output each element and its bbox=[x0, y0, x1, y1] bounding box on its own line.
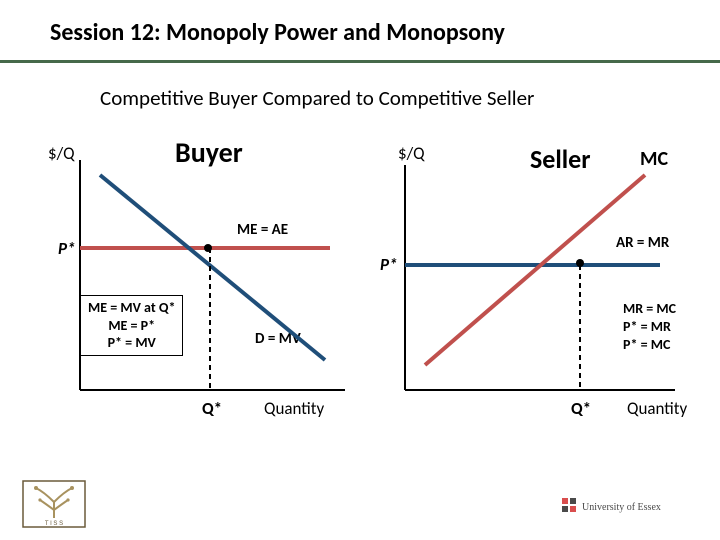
buyer-x-axis-label: Quantity bbox=[264, 398, 324, 419]
page-title: Session 12: Monopoly Power and Monopsony bbox=[50, 18, 505, 47]
seller-q-star-label: Q* bbox=[571, 398, 591, 419]
seller-p-star-label: P* bbox=[380, 254, 398, 275]
buyer-chart bbox=[75, 160, 345, 395]
svg-text:University of Essex: University of Essex bbox=[582, 502, 661, 513]
buyer-y-axis-label: $/Q bbox=[48, 143, 75, 164]
svg-text:T I S S: T I S S bbox=[45, 521, 63, 527]
page-subtitle: Competitive Buyer Compared to Competitiv… bbox=[100, 85, 534, 111]
title-divider bbox=[0, 60, 720, 63]
seller-x-axis-label: Quantity bbox=[627, 398, 687, 419]
essex-logo: University of Essex bbox=[562, 494, 692, 522]
buyer-p-star-label: P* bbox=[58, 238, 76, 259]
buyer-q-star-label: Q* bbox=[202, 398, 222, 419]
seller-y-axis-label: $/Q bbox=[398, 143, 425, 164]
tiss-logo: T I S S bbox=[22, 480, 86, 528]
seller-chart bbox=[400, 165, 680, 395]
